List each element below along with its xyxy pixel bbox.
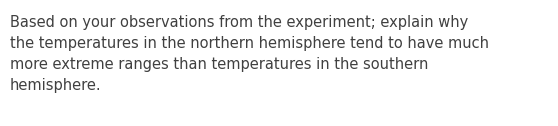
Text: Based on your observations from the experiment; explain why
the temperatures in : Based on your observations from the expe…	[10, 15, 489, 93]
